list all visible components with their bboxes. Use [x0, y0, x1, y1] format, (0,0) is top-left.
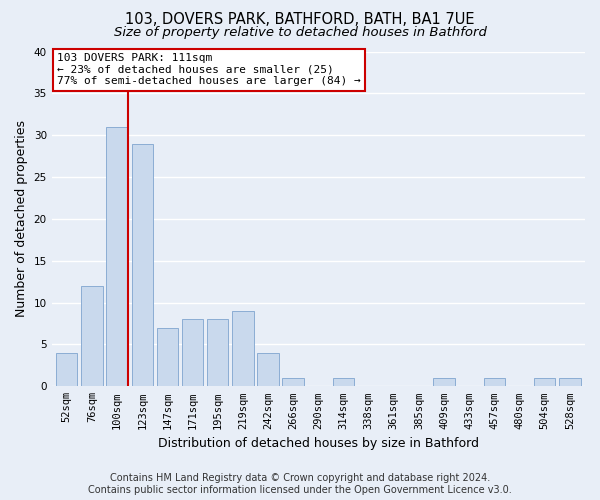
Text: Contains HM Land Registry data © Crown copyright and database right 2024.
Contai: Contains HM Land Registry data © Crown c…	[88, 474, 512, 495]
Y-axis label: Number of detached properties: Number of detached properties	[15, 120, 28, 318]
Bar	[157, 328, 178, 386]
Bar	[333, 378, 354, 386]
Bar	[232, 311, 254, 386]
Text: Size of property relative to detached houses in Bathford: Size of property relative to detached ho…	[113, 26, 487, 39]
Bar	[433, 378, 455, 386]
Text: 103, DOVERS PARK, BATHFORD, BATH, BA1 7UE: 103, DOVERS PARK, BATHFORD, BATH, BA1 7U…	[125, 12, 475, 28]
Bar	[106, 127, 128, 386]
Bar	[207, 320, 229, 386]
Bar	[257, 353, 279, 386]
Bar	[283, 378, 304, 386]
Text: 103 DOVERS PARK: 111sqm
← 23% of detached houses are smaller (25)
77% of semi-de: 103 DOVERS PARK: 111sqm ← 23% of detache…	[57, 53, 361, 86]
Bar	[484, 378, 505, 386]
Bar	[131, 144, 153, 386]
Bar	[559, 378, 581, 386]
Bar	[56, 353, 77, 386]
Bar	[81, 286, 103, 386]
X-axis label: Distribution of detached houses by size in Bathford: Distribution of detached houses by size …	[158, 437, 479, 450]
Bar	[534, 378, 556, 386]
Bar	[182, 320, 203, 386]
